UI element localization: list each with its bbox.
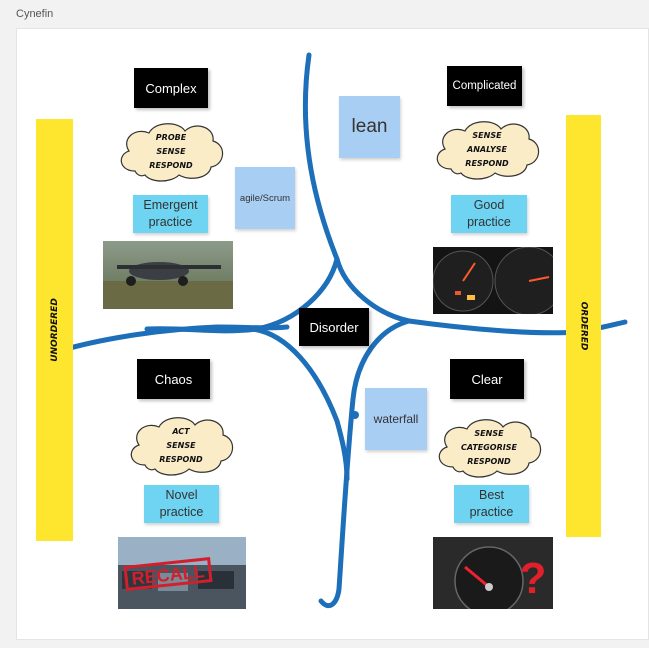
chaos-image: RECALL (118, 537, 246, 609)
complex-practice[interactable]: Emergent practice (133, 195, 208, 233)
clear-step-1: SENSE (474, 429, 504, 438)
ordered-bar: ORDERED (566, 115, 601, 537)
chaos-step-3: RESPOND (159, 455, 203, 464)
chaos-step-1: ACT (172, 427, 190, 436)
complicated-practice-line1: Good (473, 198, 505, 212)
complicated-step-2: ANALYSE (467, 145, 507, 154)
complex-image (103, 241, 233, 309)
complex-practice-line2: practice (148, 215, 193, 229)
complex-steps: PROBE SENSE RESPOND (131, 129, 211, 175)
disorder-title[interactable]: Disorder (299, 308, 369, 346)
clear-image: ? (433, 537, 553, 609)
cynefin-boundaries (56, 52, 628, 609)
boundary-right (406, 318, 628, 336)
clear-steps: SENSE CATEGORISE RESPOND (449, 425, 529, 471)
complex-step-2: SENSE (156, 147, 186, 156)
clear-title[interactable]: Clear (450, 359, 524, 399)
complicated-steps: SENSE ANALYSE RESPOND (447, 127, 527, 173)
agile-scrum-note[interactable]: agile/Scrum (235, 167, 295, 229)
complicated-step-1: SENSE (472, 131, 502, 140)
complicated-image (433, 247, 553, 314)
clear-cloud (438, 419, 542, 478)
complicated-step-3: RESPOND (465, 159, 509, 168)
clear-step-2: CATEGORISE (461, 443, 517, 452)
unordered-bar: UNORDERED (36, 119, 73, 541)
chaos-practice[interactable]: Novel practice (144, 485, 219, 523)
ordered-label: ORDERED (578, 301, 589, 351)
complex-step-3: RESPOND (149, 161, 193, 170)
complicated-practice[interactable]: Good practice (451, 195, 527, 233)
chaos-title[interactable]: Chaos (137, 359, 210, 399)
chaos-steps: ACT SENSE RESPOND (141, 423, 221, 469)
waterfall-note[interactable]: waterfall (365, 388, 427, 450)
complex-title[interactable]: Complex (134, 68, 208, 108)
clear-step-3: RESPOND (467, 457, 511, 466)
clear-practice[interactable]: Best practice (454, 485, 529, 523)
unordered-label: UNORDERED (49, 298, 60, 362)
chaos-step-2: SENSE (166, 441, 196, 450)
complicated-title[interactable]: Complicated (447, 66, 522, 106)
question-mark: ? (520, 554, 547, 603)
boundary-bottom (318, 318, 412, 609)
complex-step-1: PROBE (155, 133, 187, 142)
complex-practice-line1: Emergent (143, 198, 198, 212)
complicated-practice-line2: practice (467, 215, 511, 229)
chaos-practice-line1: Novel (165, 488, 198, 502)
clear-practice-line1: Best (478, 488, 504, 502)
boundary-left (56, 324, 290, 354)
chaos-practice-line2: practice (159, 505, 204, 519)
complex-cloud (120, 123, 224, 182)
lean-note[interactable]: lean (339, 96, 400, 158)
whiteboard[interactable]: UNORDERED ORDERED Complex PROBE SENSE RE… (16, 28, 649, 640)
clear-practice-line2: practice (469, 505, 514, 519)
chaos-cloud (130, 417, 234, 476)
complicated-cloud (436, 121, 540, 180)
boundary-bottom-left (250, 326, 350, 482)
board-title: Cynefin (16, 8, 54, 20)
boundary-top (302, 52, 412, 324)
